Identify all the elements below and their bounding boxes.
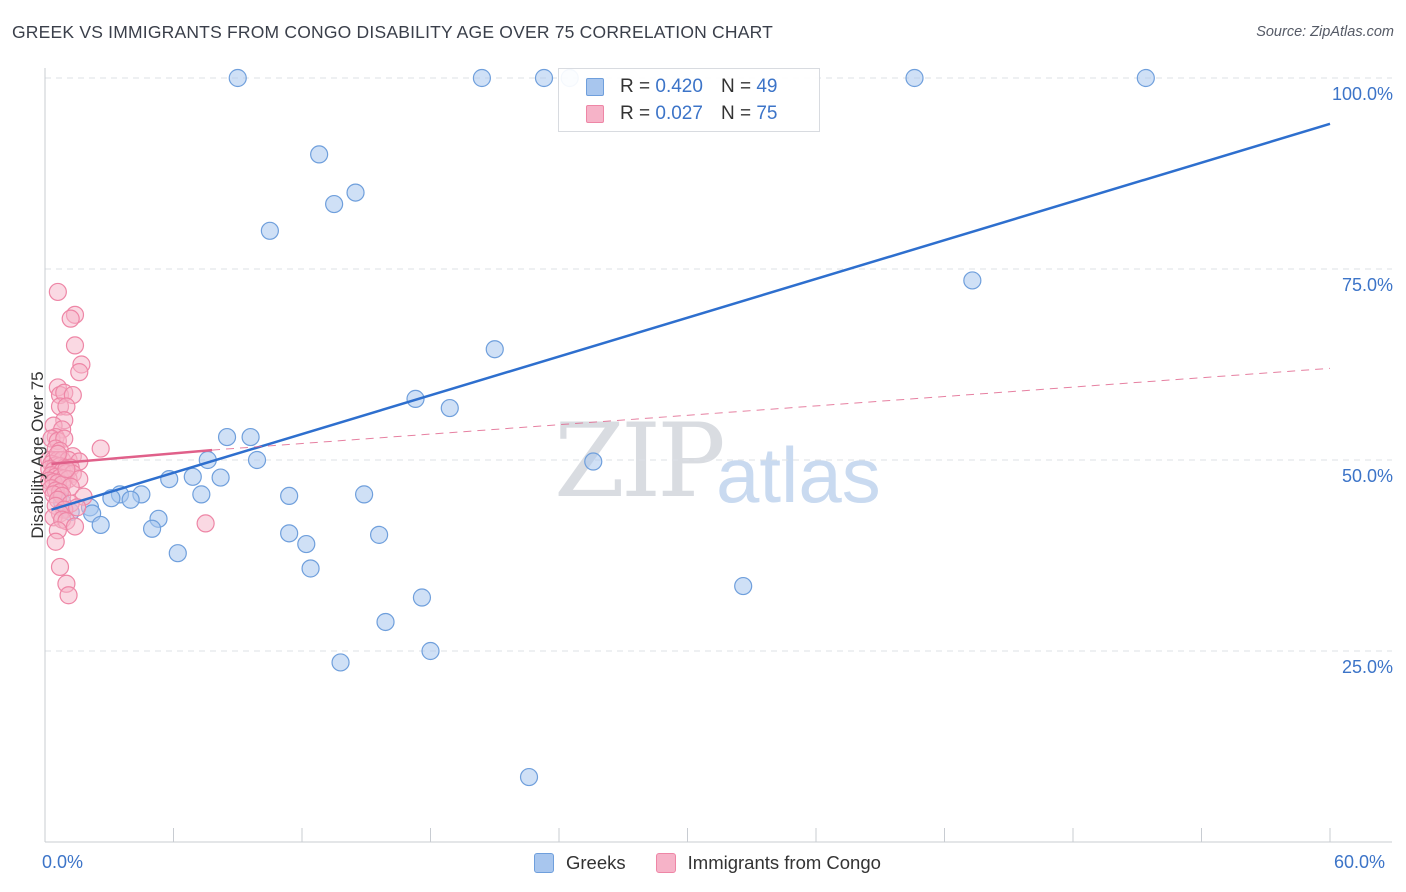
greeks-point [584, 452, 603, 471]
legend-r-label: R = [620, 76, 651, 97]
series-legend: Greeks Immigrants from Congo [534, 852, 911, 874]
greeks-points [50, 68, 1155, 787]
legend-n-value: 75 [756, 103, 778, 124]
congo-point [65, 336, 85, 355]
congo-point [50, 557, 70, 577]
greeks-point [280, 486, 299, 506]
legend-item-greeks[interactable]: Greeks [534, 852, 626, 874]
congo-point [196, 514, 215, 533]
greeks-point [440, 398, 459, 418]
legend-swatch-blue [586, 78, 604, 96]
greeks-point [168, 544, 187, 563]
congo-trend-solid [51, 448, 213, 466]
greeks-label: Greeks [566, 852, 626, 873]
greeks-point [301, 559, 320, 578]
legend-r-label: R = [620, 103, 651, 124]
greeks-point [228, 68, 247, 88]
axes [44, 68, 1392, 843]
congo-point [61, 309, 80, 328]
greeks-point [310, 145, 329, 164]
greeks-point [121, 490, 140, 509]
greeks-point [355, 485, 374, 504]
greeks-point [734, 576, 753, 596]
legend-r-value: 0.027 [655, 103, 703, 124]
y-tick-label: 75.0% [1341, 275, 1393, 295]
congo-trend-dashed [212, 367, 1331, 451]
greeks-point [376, 612, 395, 632]
congo-point [59, 586, 78, 605]
greeks-point [485, 340, 504, 359]
y-tick-label: 50.0% [1341, 466, 1393, 486]
greeks-point [370, 525, 389, 544]
congo-label: Immigrants from Congo [687, 852, 881, 873]
greeks-swatch [534, 853, 554, 873]
greeks-point [217, 427, 237, 447]
greeks-point [183, 467, 202, 486]
correlation-legend: R = 0.420 N = 49 R = 0.027 N = 75 [558, 68, 820, 132]
congo-point [91, 439, 110, 458]
congo-point [46, 532, 65, 551]
legend-r-value: 0.420 [655, 76, 703, 97]
greeks-point [247, 450, 267, 470]
legend-swatch-pink [586, 105, 604, 123]
source-credit: Source: ZipAtlas.com [1256, 24, 1394, 40]
watermark-atlas: atlas [716, 431, 881, 519]
greeks-point [297, 534, 316, 554]
greeks-point [211, 468, 230, 487]
greeks-point [260, 221, 279, 240]
congo-swatch [655, 853, 676, 873]
chart-title: GREEK VS IMMIGRANTS FROM CONGO DISABILIT… [12, 22, 774, 42]
grid-lines [45, 77, 1392, 652]
greeks-trend-line [51, 122, 1331, 511]
y-tick-label: 100.0% [1331, 84, 1393, 104]
greeks-point [963, 271, 982, 290]
greeks-point [1136, 68, 1155, 88]
congo-point [48, 282, 67, 302]
greeks-point [472, 68, 491, 88]
greeks-point [421, 641, 440, 661]
greeks-point [280, 524, 299, 543]
trend-lines [51, 122, 1331, 511]
x-tick-min: 0.0% [42, 852, 84, 872]
congo-point [65, 517, 85, 536]
greeks-point [325, 194, 344, 214]
watermark-zip: ZIP [554, 402, 726, 521]
congo-points [40, 282, 215, 605]
greeks-point [142, 519, 162, 538]
greeks-point [91, 515, 110, 535]
legend-item-congo[interactable]: Immigrants from Congo [655, 852, 881, 874]
greeks-point [412, 588, 432, 607]
greeks-point [331, 653, 350, 672]
congo-point [48, 444, 67, 463]
greeks-point [241, 427, 260, 447]
legend-row-greeks: R = 0.420 N = 49 [559, 73, 777, 101]
greeks-point [534, 68, 554, 88]
congo-point [57, 460, 76, 479]
greeks-point [519, 767, 539, 787]
legend-n-label: N = [720, 103, 752, 124]
congo-point [70, 363, 89, 382]
greeks-point [346, 183, 365, 202]
legend-n-value: 49 [756, 76, 778, 97]
y-axis-label: Disability Age Over 75 [28, 371, 47, 539]
greeks-point [192, 485, 211, 504]
legend-row-congo: R = 0.027 N = 75 [559, 100, 777, 128]
y-tick-label: 25.0% [1341, 657, 1393, 677]
x-tick-max: 60.0% [1334, 852, 1386, 872]
legend-n-label: N = [720, 76, 752, 97]
greeks-point [905, 68, 924, 88]
